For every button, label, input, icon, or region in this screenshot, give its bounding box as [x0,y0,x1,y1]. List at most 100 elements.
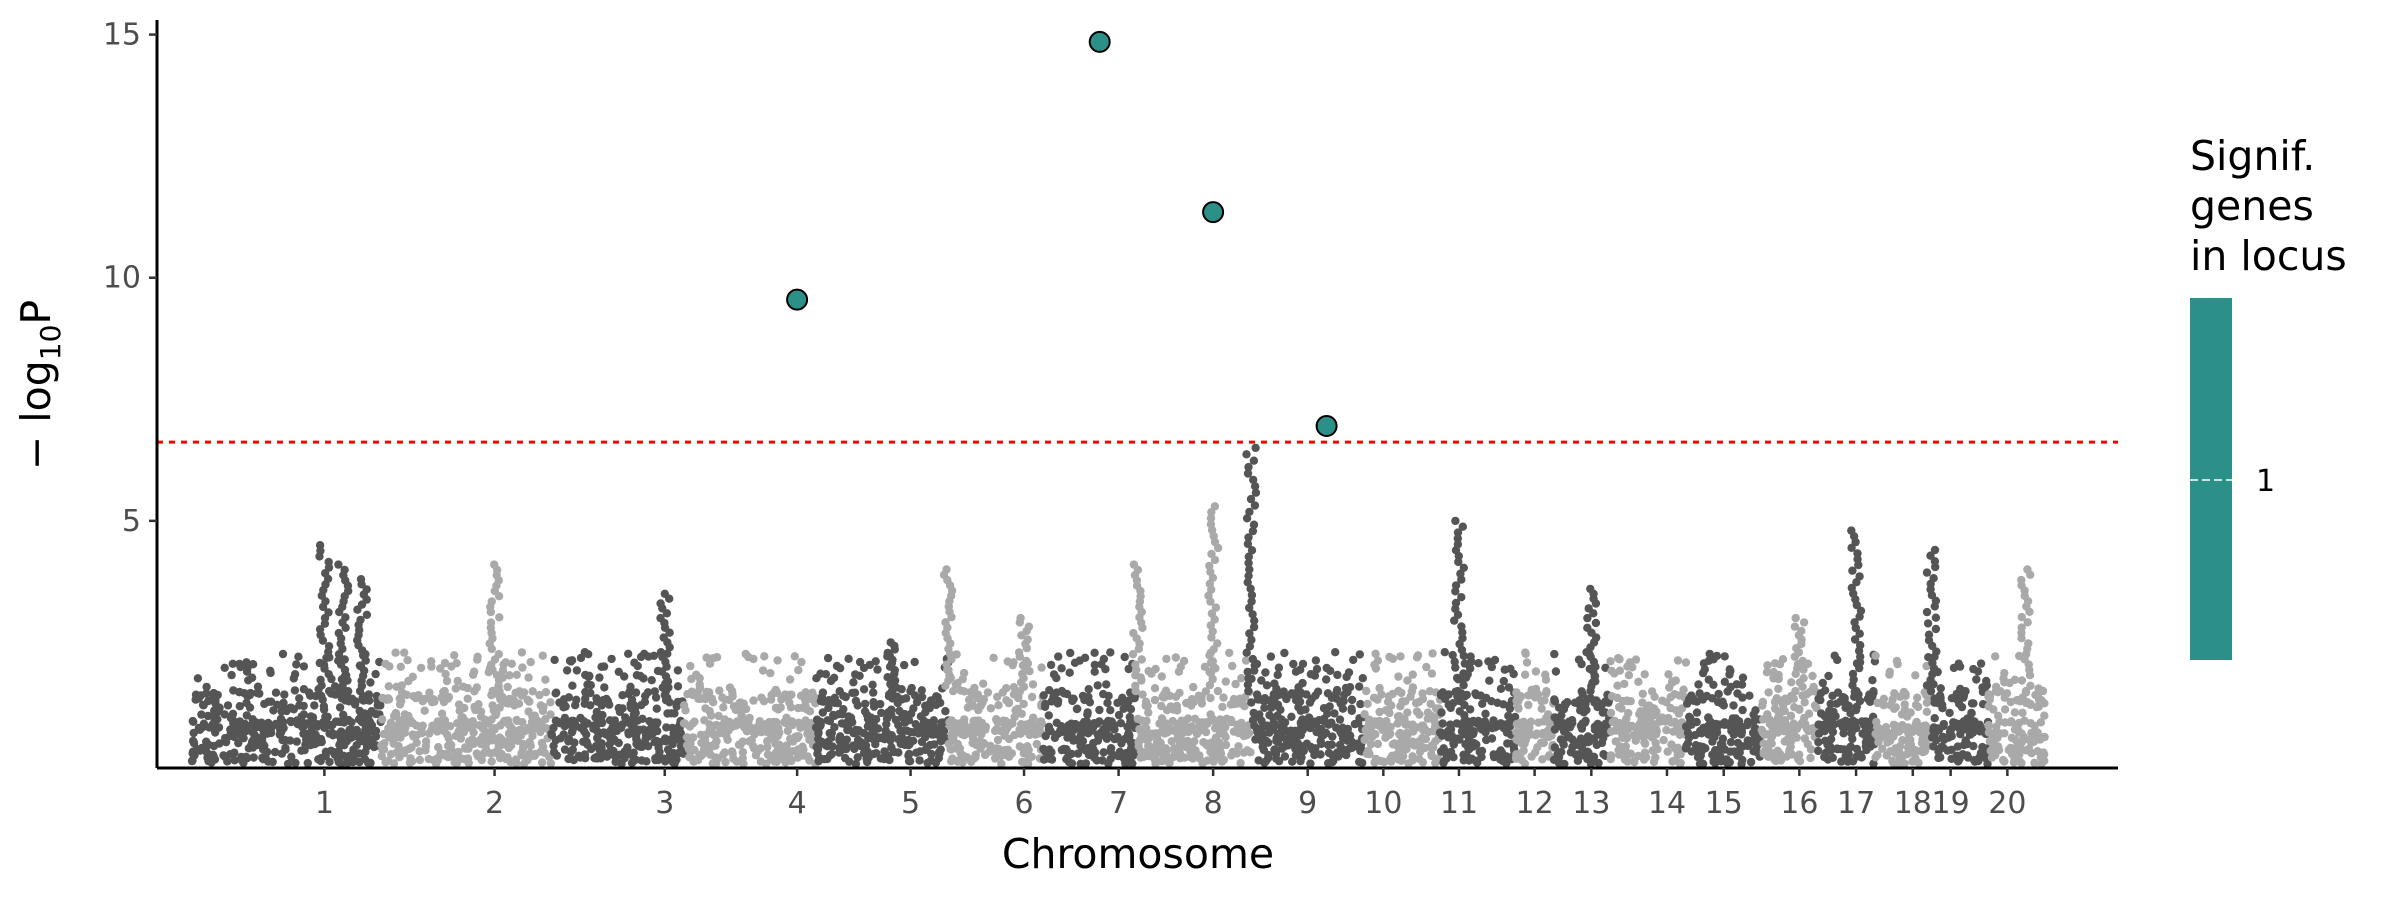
point [1362,749,1372,758]
point [1274,756,1284,766]
point [314,737,323,746]
point [670,709,679,718]
point [324,642,334,651]
point [355,661,365,670]
point [518,744,528,753]
point [786,734,795,743]
point [404,676,413,686]
point [592,754,602,763]
point [783,726,792,736]
point [189,739,199,748]
point [1179,656,1189,666]
point [1171,692,1181,701]
point [968,733,978,743]
point [1336,727,1345,736]
point [1722,758,1732,768]
point [949,686,958,696]
point [1484,657,1493,666]
point [230,756,239,765]
point [1049,694,1059,703]
point [830,723,839,732]
point [1986,746,1995,755]
point [1206,693,1215,703]
point [1687,691,1696,700]
point [672,702,681,711]
point [595,673,604,682]
point [1414,737,1423,746]
point [1306,759,1315,768]
point [1601,719,1610,728]
point [1606,657,1615,666]
point [1837,757,1846,766]
point [1452,719,1462,728]
legend-title-line-3: in locus [2190,232,2347,280]
point [807,730,816,739]
point [497,749,506,759]
point [866,713,876,722]
point [890,676,900,685]
point [1017,709,1026,718]
point [1114,710,1124,720]
point [1128,650,1138,659]
point [823,653,833,663]
point [1228,747,1238,757]
point [1150,684,1160,693]
point [1106,706,1115,715]
point [762,759,771,768]
point [1371,754,1381,764]
point [1814,738,1823,747]
point [407,743,416,752]
point [1312,727,1321,737]
point [221,737,231,747]
point [907,683,916,693]
point [1011,706,1020,715]
point [1408,670,1418,679]
point [1504,711,1513,721]
point [584,672,594,681]
point [937,727,947,737]
point [636,652,646,662]
legend-title-line-2: genes [2190,182,2314,230]
point [851,696,861,706]
point [1497,748,1507,757]
point [853,753,862,762]
point [1402,744,1411,754]
point [1774,674,1783,684]
point [1174,748,1183,757]
point [1239,701,1249,710]
point [1618,749,1627,758]
point [335,703,345,712]
point [227,670,236,680]
legend-label: 1 [2256,464,2275,499]
point [1453,528,1463,537]
point [794,718,803,727]
point [1614,702,1624,712]
point [1194,691,1204,700]
point [1663,747,1672,756]
point [1182,698,1191,708]
point [663,745,673,754]
x-tick-label: 12 [1516,786,1554,821]
point [403,656,412,665]
point [1189,698,1198,707]
point [1157,714,1167,723]
point [660,589,669,598]
point [518,663,527,672]
point [1244,686,1253,696]
point [1986,737,1995,746]
point [785,675,795,684]
point [204,756,213,766]
point [1844,750,1853,759]
point [1195,718,1204,727]
point [1247,597,1256,606]
point [234,738,243,748]
point [1214,720,1223,729]
point [1855,696,1865,706]
point [1219,693,1228,702]
point [1213,639,1222,648]
point [1213,686,1223,696]
point [1674,746,1684,756]
point [1576,706,1585,715]
point [665,753,674,762]
point [1370,660,1379,669]
